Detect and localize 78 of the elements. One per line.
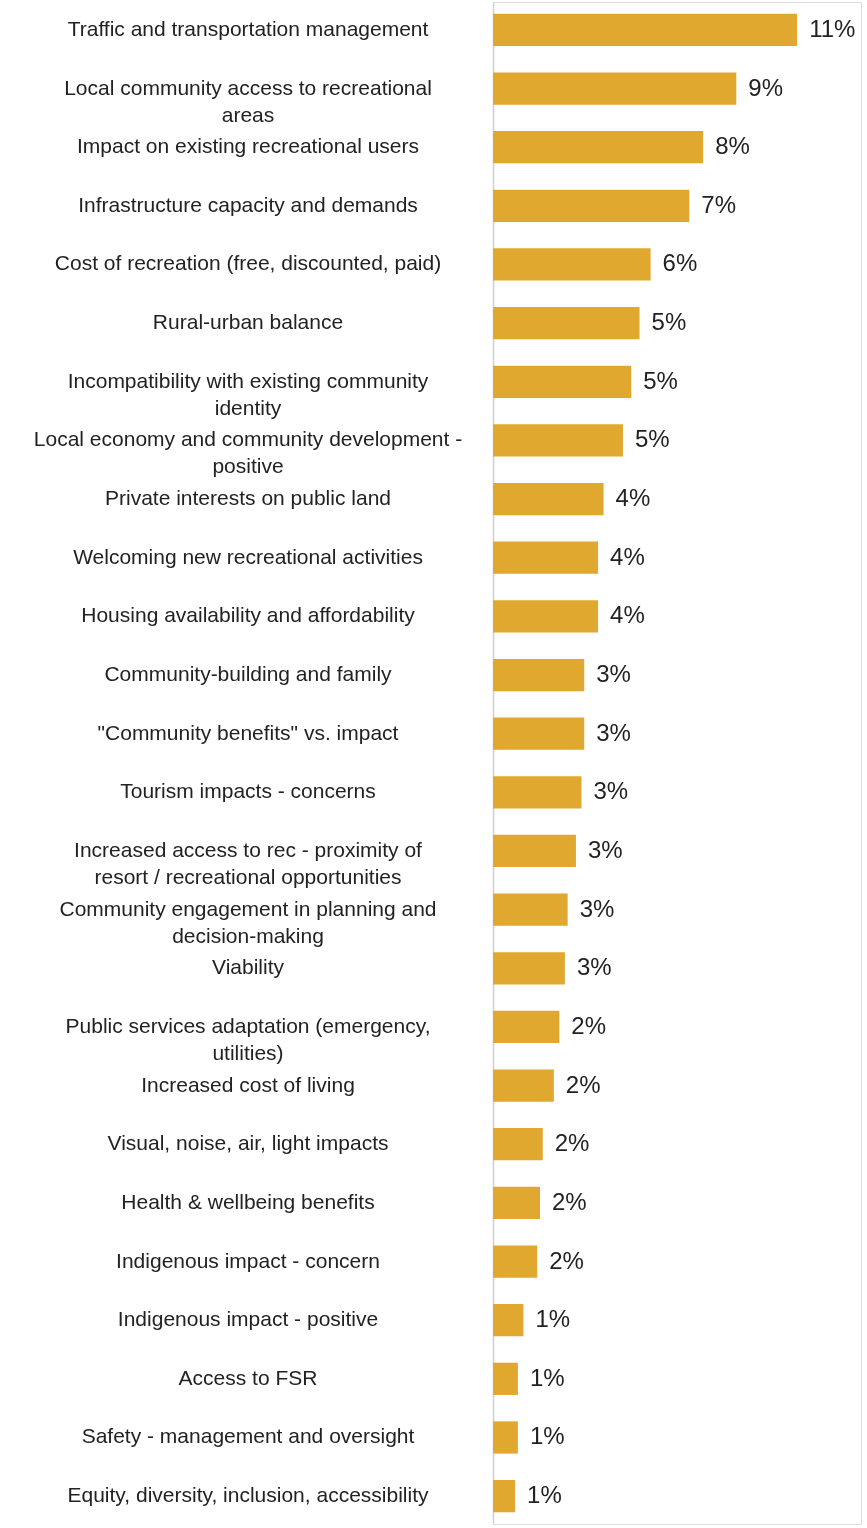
bar [493, 1245, 538, 1278]
bar [493, 482, 604, 516]
data-label: 4% [610, 542, 645, 570]
data-label: 1% [529, 1422, 565, 1450]
bar [493, 1480, 516, 1513]
y-tick-label: Cost of recreation (free, discounted, paid) [54, 251, 442, 275]
y-tick-label: Visual, noise, air, light impacts [107, 1131, 389, 1155]
y-tick-label: Indigenous impact - positive [117, 1307, 379, 1331]
data-label: 5% [643, 366, 678, 394]
data-label: 3% [593, 777, 629, 805]
bar [493, 306, 640, 340]
bar [493, 1186, 540, 1220]
data-label: 2% [554, 1129, 590, 1157]
bar [493, 424, 623, 457]
bar [493, 717, 585, 750]
bar [493, 189, 690, 222]
data-label: 1% [535, 1305, 571, 1333]
bar [493, 834, 576, 868]
y-tick-label: "Community benefits" vs. impact [97, 720, 399, 744]
bar [493, 248, 651, 281]
bar [493, 776, 582, 809]
y-tick-label: Access to FSR [178, 1365, 318, 1389]
y-tick-label: Community engagement in planning and decision-making [59, 896, 437, 947]
bar [493, 600, 599, 633]
y-tick-label: Infrastructure capacity and demands [78, 192, 418, 216]
data-label: 7% [701, 190, 736, 218]
data-label: 2% [571, 1011, 607, 1039]
data-label: 1% [529, 1363, 565, 1391]
y-tick-label: Private interests on public land [105, 486, 391, 510]
data-label: 9% [748, 73, 783, 101]
bar [493, 541, 599, 574]
bar [493, 893, 568, 926]
data-label: 2% [552, 1187, 587, 1215]
y-tick-label: Impact on existing recreational users [77, 134, 419, 158]
bar [493, 1304, 524, 1337]
bar [493, 72, 737, 105]
y-tick-label: Equity, diversity, inclusion, accessibility [67, 1483, 429, 1507]
y-tick-label: Rural-urban balance [152, 310, 344, 334]
y-tick-label: Safety - management and oversight [81, 1424, 415, 1448]
bar [493, 131, 704, 164]
y-tick-label: Increased access to rec - proximity of resort / recreational opportunities [74, 837, 423, 888]
bar [493, 952, 565, 985]
data-label: 3% [587, 835, 623, 863]
bar [493, 658, 585, 692]
data-label: 5% [634, 425, 670, 453]
data-label: 11% [809, 14, 856, 42]
y-tick-label: Welcoming new recreational activities [73, 544, 423, 568]
data-label: 3% [596, 660, 631, 688]
data-label: 2% [565, 1070, 601, 1098]
bar [493, 1069, 554, 1102]
data-label: 4% [615, 484, 651, 512]
y-tick-label: Housing availability and affordability [81, 603, 416, 627]
y-tick-label: Viability [212, 955, 285, 979]
y-tick-label: Community-building and family [104, 662, 393, 686]
bar [493, 1128, 543, 1161]
data-label: 3% [579, 894, 615, 922]
y-tick-label: Incompatibility with existing community identity [67, 368, 429, 419]
data-label: 8% [715, 132, 750, 160]
bar [493, 13, 798, 46]
y-tick-label: Local community access to recreational areas [64, 75, 432, 126]
data-label: 6% [662, 249, 698, 277]
y-tick-label: Health & wellbeing benefits [121, 1189, 375, 1213]
y-tick-label: Local economy and community development - positive [33, 427, 463, 478]
bar [493, 1421, 518, 1454]
data-label: 5% [651, 308, 687, 336]
y-tick-label: Indigenous impact - concern [116, 1248, 380, 1272]
bar [493, 365, 632, 398]
data-label: 4% [610, 601, 645, 629]
y-tick-label: Increased cost of living [141, 1072, 355, 1096]
data-label: 3% [576, 953, 612, 981]
bar [493, 1010, 560, 1044]
data-label: 3% [596, 718, 631, 746]
y-tick-label: Public services adaptation (emergency, utilities) [65, 1013, 431, 1064]
y-tick-label: Traffic and transportation management [67, 16, 429, 40]
bar [493, 1362, 518, 1395]
data-label: 1% [527, 1481, 562, 1509]
data-label: 2% [549, 1246, 584, 1274]
y-tick-label: Tourism impacts - concerns [120, 779, 376, 803]
